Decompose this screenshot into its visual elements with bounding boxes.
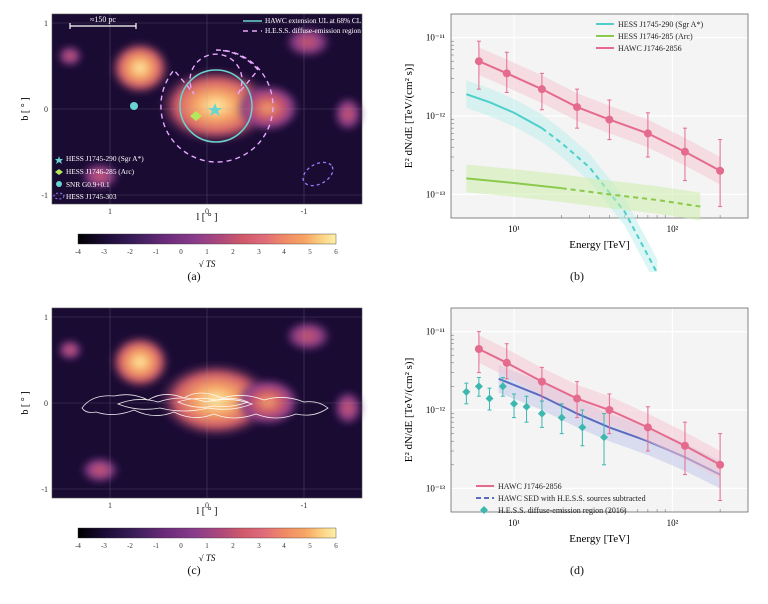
svg-text:E² dN/dE [TeV/(cm² s)]: E² dN/dE [TeV/(cm² s)] [403,64,415,169]
svg-text:-4: -4 [75,542,81,550]
svg-text:E² dN/dE [TeV/(cm² s)]: E² dN/dE [TeV/(cm² s)] [403,358,415,463]
svg-text:-1: -1 [153,248,159,256]
svg-text:10⁻¹¹: 10⁻¹¹ [426,33,445,43]
svg-text:6: 6 [334,248,338,256]
svg-text:1: 1 [205,542,209,550]
svg-text:H.E.S.S. diffuse-emission regi: H.E.S.S. diffuse-emission region (2016) [498,506,627,515]
svg-text:-2: -2 [127,542,133,550]
svg-text:-4: -4 [75,248,81,256]
skymap-c: l [ ° ] b [ ° ] 1 0 -1 -1 0 1 -4 -3 -2 -… [8,300,380,566]
panel-d: Energy [TeV] E² dN/dE [TeV/(cm² s)] 10¹ 10²… [396,300,758,580]
svg-text:3: 3 [257,248,261,256]
svg-text:1: 1 [108,501,112,510]
svg-text:10¹: 10¹ [508,224,520,234]
svg-text:HAWC J1746-2856: HAWC J1746-2856 [498,482,562,491]
svg-text:10⁻¹²: 10⁻¹² [426,111,445,121]
svg-text:10⁻¹³: 10⁻¹³ [426,483,445,493]
svg-text:SNR G0.9+0.1: SNR G0.9+0.1 [66,180,110,189]
svg-text:3: 3 [257,542,261,550]
svg-text:4: 4 [282,248,286,256]
skymap-a: ≈150 pc HAWC extension UL at 68% CL H.E.… [8,6,380,272]
colorbar-ticks: -4 -3 -2 -1 0 1 2 3 4 5 6 [75,248,338,256]
svg-text:5: 5 [308,542,312,550]
svg-text:HESS J1746-285 (Arc): HESS J1746-285 (Arc) [618,32,693,41]
svg-text:0: 0 [179,542,183,550]
svg-text:HAWC SED with H.E.S.S. sources: HAWC SED with H.E.S.S. sources subtracte… [498,494,646,503]
svg-text:6: 6 [334,542,338,550]
svg-text:HESS J1745-303: HESS J1745-303 [66,192,117,201]
svg-text:0: 0 [44,105,48,114]
colorbar-label: √ TS [199,259,216,269]
caption-a: (a) [8,269,380,284]
svg-text:-1: -1 [301,207,308,216]
spectrum-b-svg: Energy [TeV] E² dN/dE [TeV/(cm² s)] 10¹ 10²… [396,6,758,272]
scale-bar-label: ≈150 pc [90,15,116,24]
panel-b: Energy [TeV] E² dN/dE [TeV/(cm² s)] 10¹ 10²… [396,6,758,286]
svg-text:√ TS: √ TS [199,553,216,563]
svg-text:-1: -1 [41,485,48,494]
y-label: b [ ° ] [20,97,31,120]
svg-text:4: 4 [282,542,286,550]
svg-text:2: 2 [231,248,235,256]
marker-snr-circle [130,102,138,110]
svg-text:b [ ° ]: b [ ° ] [20,391,31,414]
svg-text:-3: -3 [101,248,107,256]
svg-text:1: 1 [205,248,209,256]
svg-text:10¹: 10¹ [508,518,520,528]
svg-text:HESS J1745-290 (Sgr A*): HESS J1745-290 (Sgr A*) [618,20,703,29]
svg-text:10⁻¹³: 10⁻¹³ [426,189,445,199]
colorbar [78,234,336,244]
svg-text:10²: 10² [667,224,679,234]
svg-text:5: 5 [308,248,312,256]
yticks: -1 0 1 [41,19,48,200]
svg-text:0: 0 [205,501,209,510]
legend-hawc-ul: HAWC extension UL at 68% CL [265,16,362,25]
panel-a: ≈150 pc HAWC extension UL at 68% CL H.E.… [8,6,380,286]
svg-text:-1: -1 [301,501,308,510]
svg-text:-2: -2 [127,248,133,256]
figure-grid: { "captions": {"a":"(a)","b":"(b)","c":"… [0,0,768,604]
spectrum-d-svg: Energy [TeV] E² dN/dE [TeV/(cm² s)] 10¹ 10²… [396,300,758,566]
svg-text:HAWC J1746-2856: HAWC J1746-2856 [618,44,682,53]
svg-text:10⁻¹²: 10⁻¹² [426,405,445,415]
caption-c: (c) [8,563,380,578]
svg-text:-1: -1 [41,191,48,200]
svg-text:1: 1 [44,19,48,28]
svg-text:10⁻¹¹: 10⁻¹¹ [426,327,445,337]
svg-text:2: 2 [231,542,235,550]
svg-text:HESS J1746-285 (Arc): HESS J1746-285 (Arc) [66,167,135,176]
svg-text:1: 1 [108,207,112,216]
caption-b: (b) [396,269,758,284]
legend-hess-diff: H.E.S.S. diffuse-emission region (2016) [265,26,380,35]
svg-text:-1: -1 [153,542,159,550]
svg-text:0: 0 [179,248,183,256]
svg-text:-3: -3 [101,542,107,550]
svg-text:Energy [TeV]: Energy [TeV] [569,239,629,251]
svg-text:0: 0 [205,207,209,216]
svg-text:HESS J1745-290 (Sgr A*): HESS J1745-290 (Sgr A*) [66,154,144,163]
svg-text:1: 1 [44,313,48,322]
svg-text:0: 0 [44,399,48,408]
panel-c: l [ ° ] b [ ° ] 1 0 -1 -1 0 1 -4 -3 -2 -… [8,300,380,580]
svg-text:Energy [TeV]: Energy [TeV] [569,533,629,545]
xticks: 1 0 -1 [108,207,307,216]
svg-text:10²: 10² [667,518,679,528]
caption-d: (d) [396,563,758,578]
